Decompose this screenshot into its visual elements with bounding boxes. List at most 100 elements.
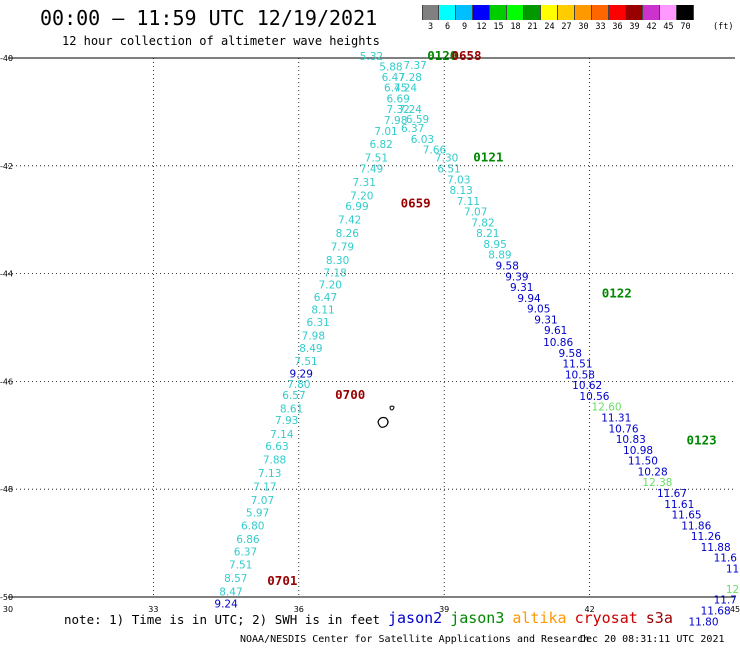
pass-time-label: 0700	[335, 387, 365, 402]
wave-height-value: 11.65	[672, 510, 702, 522]
wave-height-value: 7.24	[399, 104, 423, 116]
wave-height-value: 6.37	[234, 547, 257, 559]
wave-height-value: 6.31	[306, 317, 329, 329]
color-scale-cell	[677, 5, 694, 20]
wave-height-value: 10.83	[616, 434, 646, 446]
wave-height-value: 7.51	[229, 560, 252, 572]
color-scale-label: 24	[544, 22, 555, 32]
color-scale-cell	[626, 5, 643, 20]
wave-height-value: 7.37	[403, 60, 426, 72]
wave-height-value: 7.80	[287, 379, 310, 391]
wave-height-value: 11.67	[657, 488, 687, 500]
color-scale-cell	[660, 5, 677, 20]
wave-height-value: 10.86	[543, 337, 573, 349]
wave-height-value: 7.07	[464, 207, 487, 219]
wave-height-value: 6.69	[386, 93, 409, 105]
color-scale-cell	[490, 5, 507, 20]
wave-height-value: 6.57	[282, 390, 305, 402]
map-note: note: 1) Time is in UTC; 2) SWH is in fe…	[64, 612, 381, 627]
lat-label: -50	[0, 593, 13, 602]
map-title: 00:00 – 11:59 UTC 12/19/2021	[40, 6, 378, 30]
wave-height-value: 6.47	[382, 72, 405, 84]
wave-height-value: 8.57	[224, 573, 247, 585]
wave-height-value: 7.79	[331, 242, 354, 254]
wave-height-value: 7.49	[360, 163, 383, 175]
wave-height-value: 8.21	[476, 228, 499, 240]
color-scale-cell	[643, 5, 660, 20]
wave-height-value: 8.11	[311, 305, 334, 317]
color-scale-cell	[456, 5, 473, 20]
lon-label: 42	[585, 605, 595, 614]
wave-height-value: 10.62	[572, 380, 602, 392]
color-scale-cell	[439, 5, 456, 20]
wave-height-value: 6.86	[236, 534, 260, 546]
lon-label: 45	[730, 605, 740, 614]
map-frame	[8, 57, 735, 598]
color-scale-unit: (ft)	[713, 22, 734, 32]
wave-height-value: 7.42	[338, 215, 361, 227]
color-scale-label: 12	[476, 22, 487, 32]
wave-height-value: 7.30	[435, 153, 458, 165]
lon-label: 30	[3, 605, 13, 614]
legend-s3a: s3a	[645, 609, 673, 627]
wave-height-value: 7.51	[365, 153, 388, 165]
color-scale-cell	[592, 5, 609, 20]
wave-height-value: 8.47	[219, 587, 242, 599]
color-scale-label: 15	[493, 22, 504, 32]
pass-time-label: 0659	[401, 196, 431, 211]
color-scale-cell	[609, 5, 626, 20]
wave-height-value: 12.38	[642, 477, 672, 489]
pass-time-label: 0701	[267, 573, 297, 588]
wave-height-value: 7.18	[323, 268, 346, 280]
color-scale-label: 3	[427, 22, 434, 32]
wave-height-value: 7.01	[374, 126, 397, 138]
wave-height-value: 11.86	[681, 520, 711, 532]
wave-height-value: 7.20	[319, 279, 342, 291]
color-scale-label: 6	[444, 22, 451, 32]
lat-label: -44	[0, 270, 13, 279]
lat-label: -40	[0, 54, 13, 63]
color-scale-label: 18	[510, 22, 521, 32]
lon-label: 33	[148, 605, 158, 614]
wave-height-value: 9.29	[290, 368, 313, 380]
color-scale-cell	[524, 5, 541, 20]
wave-height-value: 7.98	[384, 115, 407, 127]
color-scale-label: 9	[461, 22, 468, 32]
color-scale-cell	[422, 5, 439, 20]
color-scale-label: 39	[629, 22, 640, 32]
wave-height-value: 7.28	[399, 72, 422, 84]
wave-height-value: 9.94	[517, 293, 541, 305]
lat-label: -42	[0, 162, 13, 171]
wave-height-value: 10.76	[608, 423, 638, 435]
wave-height-value: 6.37	[401, 123, 424, 135]
wave-height-value: 7.07	[251, 495, 274, 507]
color-scale-bar	[422, 5, 694, 20]
color-scale-cell	[558, 5, 575, 20]
wave-height-value: 7.66	[423, 145, 447, 157]
wave-height-value: 7.20	[350, 190, 373, 202]
wave-height-value: 6.80	[241, 520, 264, 532]
wave-height-value: 9.58	[496, 261, 519, 273]
wave-height-value: 5.97	[246, 507, 269, 519]
wave-height-value: 6.51	[437, 163, 460, 175]
wave-height-value: 11	[726, 563, 739, 575]
wave-height-value: 9.31	[510, 282, 533, 294]
wave-height-value: 7.82	[471, 217, 494, 229]
color-scale-label: 27	[561, 22, 572, 32]
wave-height-value: 10.56	[579, 391, 609, 403]
wave-height-value: 11.6	[714, 553, 738, 565]
wave-height-value: 6.99	[345, 201, 368, 213]
color-scale-cell	[575, 5, 592, 20]
pass-time-label: 0123	[687, 433, 717, 448]
lat-label: -48	[0, 485, 13, 494]
legend-jason3: jason3	[450, 609, 505, 627]
wave-height-value: 9.39	[505, 271, 528, 283]
longitude-labels: 30 33 36 39 42 45	[3, 605, 740, 614]
wave-height-value: 9.31	[534, 314, 557, 326]
wave-height-value: 6.63	[265, 441, 288, 453]
wave-height-value: 11.26	[691, 531, 721, 543]
altimeter-track-a: 5.325.886.476.456.697.327.987.016.827.51…	[214, 51, 409, 611]
